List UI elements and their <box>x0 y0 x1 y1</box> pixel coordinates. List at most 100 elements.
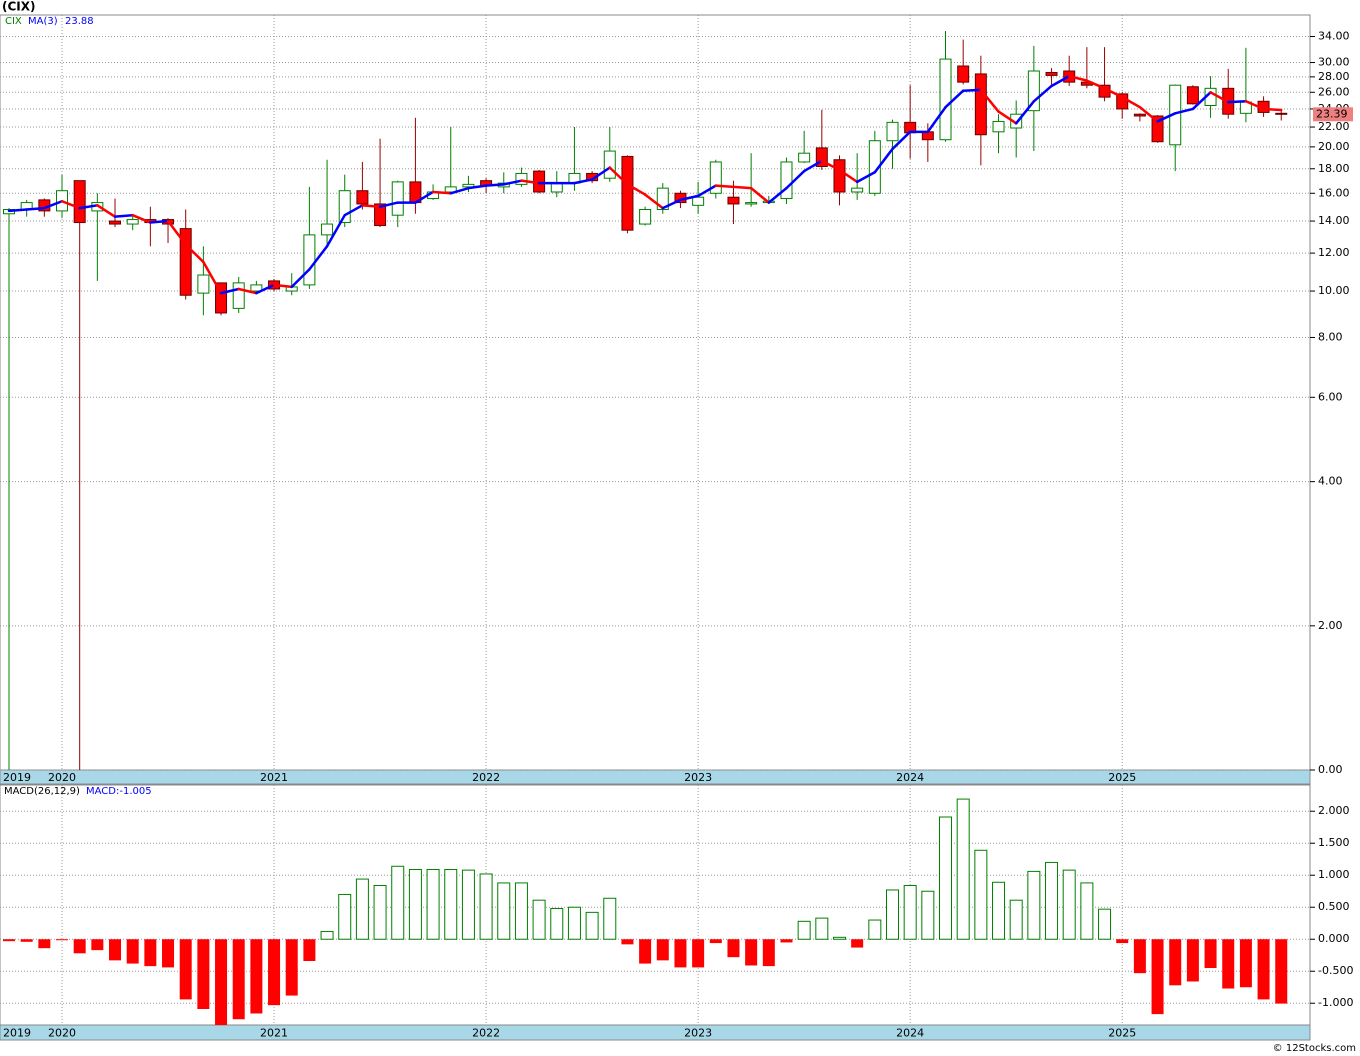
macd-bar <box>992 881 1006 940</box>
candle-body <box>1027 70 1040 112</box>
macd-bar <box>232 939 245 1020</box>
macd-bar <box>461 869 475 940</box>
y-tick-label: 10.00 <box>1318 284 1350 297</box>
candle-body <box>939 58 952 141</box>
candle-body <box>356 190 369 205</box>
last-price-label: 23.39 <box>1316 107 1348 120</box>
macd-bar <box>851 939 864 948</box>
x-tick-label: 2021 <box>260 771 288 784</box>
x-tick-label: 2022 <box>472 1027 500 1040</box>
ma-line <box>520 179 541 185</box>
candle-body <box>639 208 652 225</box>
ma-line <box>343 204 364 217</box>
macd-bar <box>179 939 192 1000</box>
candle-body <box>798 152 811 163</box>
y-tick-label: 2.000 <box>1318 804 1350 817</box>
macd-bar <box>709 939 722 944</box>
x-tick-label: 2025 <box>1108 771 1136 784</box>
candle-body <box>179 228 192 296</box>
candle-body <box>780 161 793 200</box>
macd-bar <box>639 939 652 964</box>
macd-bar <box>692 939 705 968</box>
y-tick-label: 16.00 <box>1318 186 1350 199</box>
candle-body <box>197 274 210 294</box>
macd-bar <box>1045 861 1059 940</box>
macd-bar <box>886 889 899 940</box>
macd-bar <box>1080 882 1094 940</box>
y-tick-label: 22.00 <box>1318 120 1350 133</box>
candle-body <box>886 121 899 142</box>
macd-bar <box>320 931 334 940</box>
macd-bar <box>780 939 793 943</box>
macd-bar <box>338 893 352 940</box>
y-tick-label: 1.500 <box>1318 836 1350 849</box>
y-tick-label: 26.00 <box>1318 85 1350 98</box>
macd-bar <box>585 911 599 940</box>
ma-line <box>891 130 912 151</box>
macd-bar <box>1239 939 1252 988</box>
ma-line <box>873 147 894 174</box>
ma-line <box>1014 100 1036 125</box>
macd-bar <box>426 868 440 940</box>
macd-bar <box>603 897 617 940</box>
macd-bar <box>1169 939 1182 986</box>
macd-bar <box>1204 939 1217 969</box>
candle-body <box>727 196 740 205</box>
y-tick-label: 0.500 <box>1318 900 1350 913</box>
ma-line <box>237 287 258 295</box>
ma-line <box>7 208 28 213</box>
macd-bar <box>745 939 758 966</box>
ma-line <box>219 287 240 295</box>
ma-line <box>202 260 223 295</box>
macd-bar <box>974 849 988 940</box>
y-tick-label: 28.00 <box>1318 70 1350 83</box>
x-tick-label: 2020 <box>48 1027 76 1040</box>
candle-body <box>815 147 828 167</box>
candle-body <box>1151 115 1164 143</box>
macd-bar <box>1116 939 1129 944</box>
ma-line <box>802 159 824 173</box>
ma-line <box>961 88 983 92</box>
x-axis-strip <box>0 1024 1311 1041</box>
y-tick-label: 0.00 <box>1318 763 1343 776</box>
candle-body <box>833 159 846 193</box>
macd-bar <box>355 878 369 940</box>
macd-bar <box>674 939 687 968</box>
ma-line <box>96 204 117 218</box>
ma-line <box>1067 74 1089 82</box>
legend-ma-value: 23.88 <box>65 16 94 27</box>
macd-bar <box>73 939 86 954</box>
candle-body <box>992 120 1005 133</box>
macd-bar <box>373 884 387 940</box>
macd-bar <box>939 816 953 940</box>
ma-line <box>1085 79 1106 90</box>
ma-line <box>714 184 735 189</box>
macd-bar <box>497 882 511 940</box>
ma-line <box>1156 112 1177 123</box>
candle-body <box>232 282 245 309</box>
macd-bar <box>567 906 581 940</box>
ma-line <box>820 159 841 172</box>
macd-bar <box>91 939 104 951</box>
macd-bar <box>303 939 316 961</box>
candle-body <box>1186 86 1199 105</box>
candle-body <box>974 73 987 136</box>
macd-bar <box>727 939 740 958</box>
ma-line <box>60 199 81 210</box>
macd-bar <box>20 939 33 942</box>
macd-bar <box>1133 939 1146 974</box>
macd-bar <box>1009 899 1023 940</box>
candle-body <box>1275 112 1288 115</box>
chart-title: (CIX) <box>2 0 36 14</box>
candle-body <box>338 190 351 224</box>
ma-line <box>361 204 382 208</box>
macd-bar <box>38 939 51 949</box>
candle-body <box>303 234 316 286</box>
macd-bar <box>532 899 546 940</box>
ma-line <box>573 178 594 185</box>
macd-bar <box>762 939 775 967</box>
macd-bar <box>1027 870 1041 940</box>
ma-line <box>643 193 665 210</box>
y-tick-label: 2.00 <box>1318 619 1343 632</box>
